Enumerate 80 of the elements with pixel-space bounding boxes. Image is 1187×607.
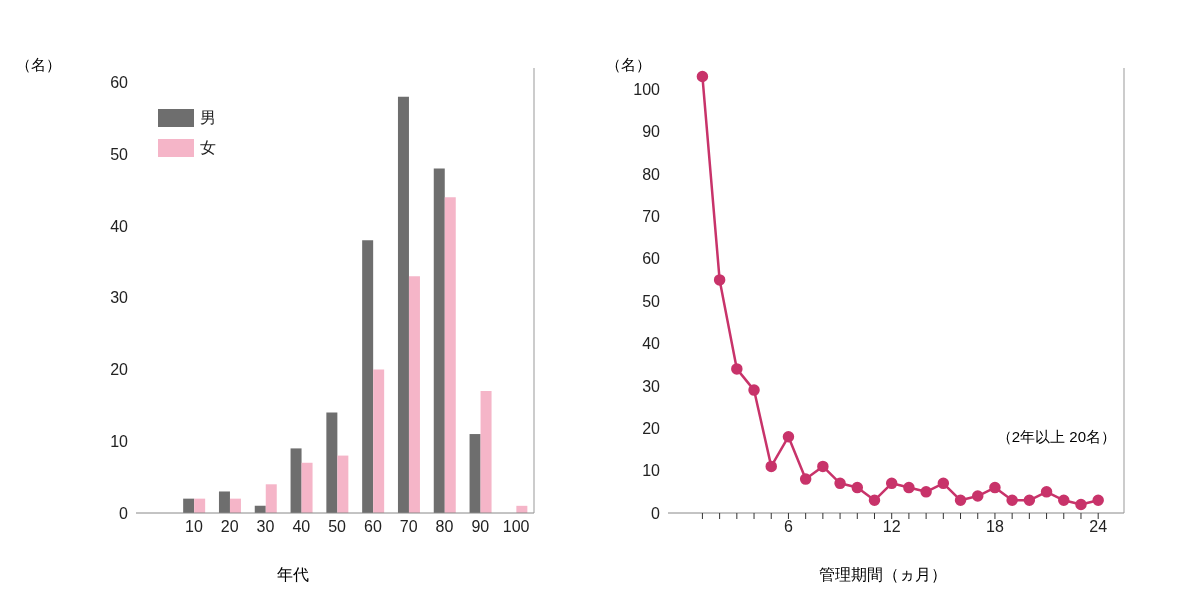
bar (337, 455, 349, 513)
bar (433, 168, 445, 513)
bar (218, 491, 230, 513)
point (1075, 498, 1087, 511)
point (1040, 486, 1053, 498)
y-tick-label: 40 (110, 217, 129, 235)
y-tick-label: 0 (651, 504, 661, 522)
point (920, 486, 932, 498)
bar (480, 390, 492, 513)
y-axis-title: （名） (606, 56, 651, 75)
point (834, 477, 846, 490)
x-tick-label: 20 (220, 518, 239, 536)
y-tick-label: 0 (119, 504, 129, 522)
point (903, 481, 915, 494)
bar (469, 434, 481, 513)
y-tick-label: 30 (642, 377, 661, 395)
point (1058, 494, 1070, 507)
bar (397, 96, 409, 513)
y-tick-label: 30 (110, 289, 129, 307)
point (748, 384, 760, 396)
y-tick-label: 90 (642, 123, 661, 141)
point (713, 274, 726, 286)
x-tick-label: 24 (1089, 518, 1108, 536)
point (868, 494, 881, 507)
bar (265, 484, 277, 513)
point (1006, 494, 1018, 507)
y-tick-label: 40 (642, 335, 661, 353)
x-tick-label: 10 (185, 518, 203, 536)
point (817, 460, 829, 473)
x-tick-label: 18 (986, 518, 1004, 536)
bar (373, 369, 385, 513)
x-tick-label: 6 (784, 518, 793, 536)
x-axis-title: 年代 (276, 565, 310, 585)
bar (444, 197, 456, 513)
y-tick-label: 80 (642, 165, 661, 183)
point (799, 473, 812, 485)
x-tick-label: 100 (502, 518, 530, 536)
legend-label: 女 (200, 138, 216, 158)
bar (326, 412, 338, 513)
bar (229, 498, 241, 513)
bar (362, 240, 374, 513)
x-tick-label: 80 (435, 518, 454, 536)
x-tick-label: 40 (292, 518, 311, 536)
point (851, 481, 864, 494)
y-tick-label: 10 (642, 462, 661, 480)
x-tick-label: 60 (364, 518, 382, 536)
point (731, 363, 743, 375)
y-tick-label: 70 (642, 208, 661, 226)
y-tick-label: 60 (110, 74, 129, 92)
point (989, 481, 1001, 494)
bar (194, 498, 206, 513)
point (954, 494, 967, 507)
bar (408, 276, 420, 513)
y-tick-label: 10 (110, 432, 129, 450)
bar (290, 448, 302, 513)
x-tick-label: 12 (882, 518, 901, 536)
point (1092, 494, 1104, 507)
y-tick-label: 50 (642, 292, 661, 310)
x-axis-title: 管理期間（ヵ月） (818, 565, 948, 585)
point (1023, 494, 1036, 507)
x-tick-label: 90 (471, 518, 490, 536)
point (885, 477, 898, 490)
point (971, 490, 984, 502)
y-tick-label: 100 (633, 80, 661, 98)
x-tick-label: 50 (328, 518, 347, 536)
point (765, 460, 777, 473)
annotation: （2年以上 20名） (996, 428, 1116, 447)
y-axis-title: （名） (16, 56, 61, 75)
legend-label: 男 (200, 108, 216, 128)
y-tick-label: 20 (642, 419, 661, 437)
y-tick-label: 50 (110, 145, 129, 163)
point (696, 70, 709, 83)
bar (183, 498, 195, 513)
y-tick-label: 20 (110, 361, 129, 379)
bar (301, 462, 313, 513)
point (782, 430, 795, 443)
x-tick-label: 30 (256, 518, 275, 536)
y-tick-label: 60 (642, 250, 661, 268)
x-tick-label: 70 (399, 518, 418, 536)
point (937, 477, 950, 490)
